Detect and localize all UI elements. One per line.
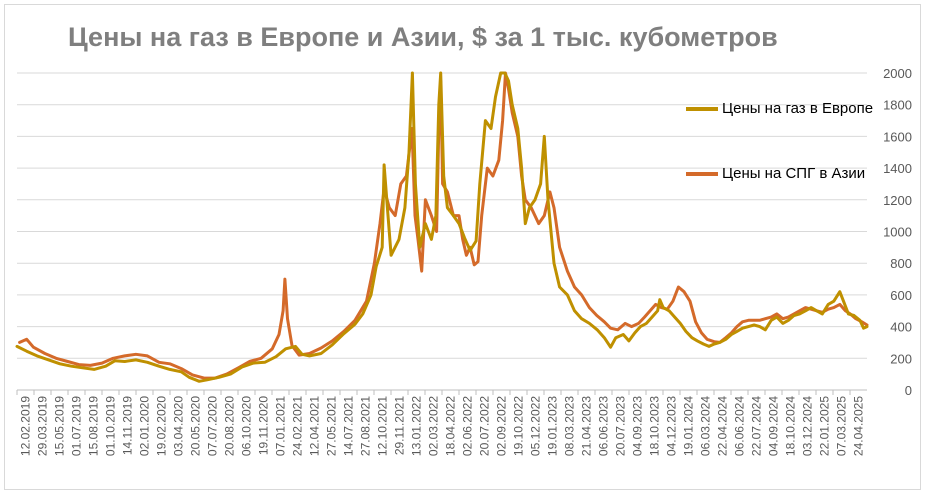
x-tick-label: 22.04.2024	[716, 396, 730, 456]
y-tick-label: 1600	[883, 129, 912, 144]
x-tick-label: 06.03.2024	[699, 396, 713, 456]
y-tick-label: 400	[890, 320, 912, 335]
x-tick-label: 29.03.2019	[36, 396, 50, 456]
x-tick-label: 21.04.2023	[580, 396, 594, 456]
x-tick-label: 12.02.2019	[19, 396, 33, 456]
y-tick-label: 1400	[883, 161, 912, 176]
y-tick-label: 0	[905, 383, 912, 398]
x-tick-label: 24.02.2021	[291, 396, 305, 456]
x-tick-label: 03.12.2024	[801, 396, 815, 456]
x-tick-label: 12.10.2021	[376, 396, 390, 456]
chart-title: Цены на газ в Европе и Азии, $ за 1 тыс.…	[68, 22, 778, 52]
x-tick-label: 06.06.2023	[597, 396, 611, 456]
x-tick-label: 29.11.2021	[393, 396, 407, 455]
x-tick-label: 20.07.2023	[614, 396, 628, 456]
x-tick-label: 06.06.2024	[733, 396, 747, 456]
x-tick-label: 19.10.2022	[512, 396, 526, 456]
legend-label-asia: Цены на СПГ в Азии	[722, 165, 866, 182]
series-lines	[15, 71, 869, 383]
x-tick-label: 02.01.2020	[138, 396, 152, 456]
x-tick-label: 01.07.2019	[70, 396, 84, 456]
x-tick-label: 02.06.2022	[461, 396, 475, 456]
x-tick-label: 14.07.2021	[342, 396, 356, 456]
x-tick-label: 22.01.2025	[818, 396, 832, 456]
x-tick-label: 13.01.2022	[410, 396, 424, 456]
x-tick-label: 07.01.2021	[274, 396, 288, 456]
x-tick-label: 08.03.2023	[563, 396, 577, 456]
x-tick-label: 19.02.2020	[155, 396, 169, 456]
x-tick-label: 02.09.2022	[495, 396, 509, 456]
x-tick-label: 04.09.2023	[631, 396, 645, 456]
x-tick-label: 06.10.2020	[240, 396, 254, 456]
y-tick-label: 2000	[883, 66, 912, 81]
legend-swatch-asia	[686, 172, 718, 176]
chart-frame	[4, 4, 921, 490]
x-tick-label: 05.12.2022	[529, 396, 543, 456]
x-tick-label: 07.07.2020	[206, 396, 220, 456]
x-tick-label: 20.08.2020	[223, 396, 237, 456]
x-tick-label: 19.01.2023	[546, 396, 560, 456]
x-tick-label: 22.07.2024	[750, 396, 764, 456]
x-tick-label: 20.05.2020	[189, 396, 203, 456]
series-line-asia	[18, 71, 869, 380]
x-tick-label: 27.05.2021	[325, 396, 339, 456]
x-tick-label: 14.11.2019	[121, 396, 135, 455]
x-tick-label: 01.10.2019	[104, 396, 118, 456]
x-tick-label: 04.12.2023	[665, 396, 679, 456]
y-tick-label: 600	[890, 288, 912, 303]
x-tick-label: 20.07.2022	[478, 396, 492, 456]
x-tick-label: 27.08.2021	[359, 396, 373, 456]
y-tick-label: 1800	[883, 98, 912, 113]
y-tick-label: 1000	[883, 225, 912, 240]
legend-swatch-europe	[686, 107, 718, 111]
y-tick-label: 800	[890, 256, 912, 271]
x-tick-label: 24.04.2025	[852, 396, 866, 456]
x-tick-label: 18.04.2022	[444, 396, 458, 456]
x-tick-label: 19.11.2020	[257, 396, 271, 455]
x-tick-label: 19.01.2024	[682, 396, 696, 456]
x-tick-label: 03.04.2020	[172, 396, 186, 456]
y-tick-label: 1200	[883, 193, 912, 208]
axes: 0 200 400 600 800 1000 1200 1400 1600 1800 2000 12.…	[16, 66, 912, 456]
x-tick-label: 15.08.2019	[87, 396, 101, 456]
x-tick-label: 18.10.2024	[784, 396, 798, 456]
x-tick-label: 18.10.2023	[648, 396, 662, 456]
x-tick-label: 07.03.2025	[835, 396, 849, 456]
x-tick-label: 02.03.2022	[427, 396, 441, 456]
x-tick-label: 04.09.2024	[767, 396, 781, 456]
x-tick-label: 12.04.2021	[308, 396, 322, 456]
y-tick-label: 200	[890, 351, 912, 366]
x-tick-label: 15.05.2019	[53, 396, 67, 456]
legend-label-europe: Цены на газ в Европе	[722, 100, 874, 117]
series-line-europe	[15, 71, 869, 383]
